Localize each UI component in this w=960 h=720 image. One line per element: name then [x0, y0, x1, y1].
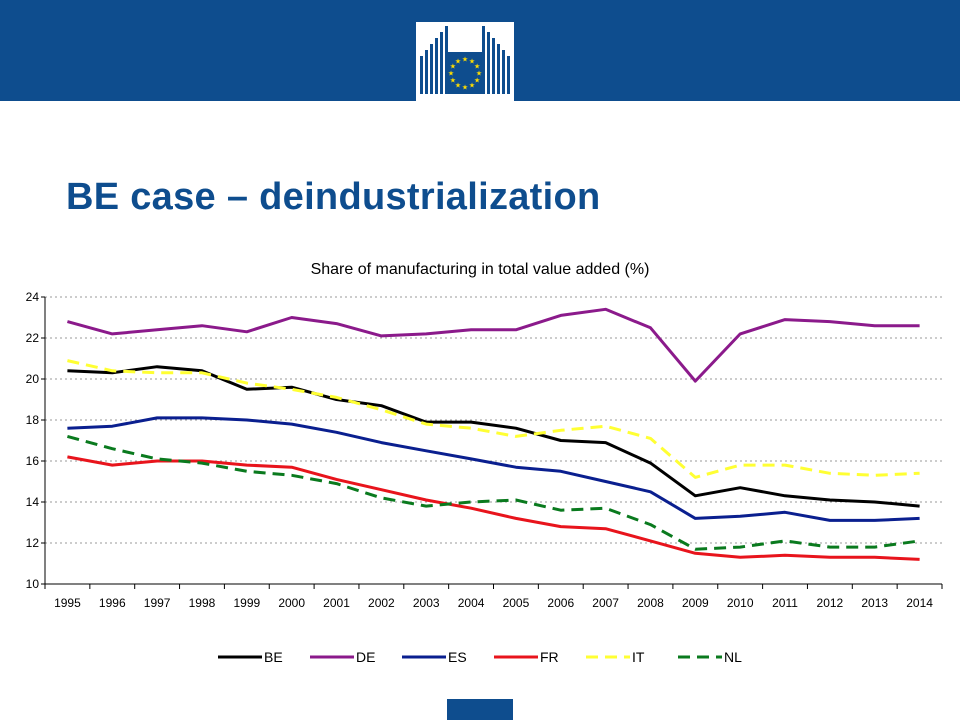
logo-graphic: ★ ★★★★★★★★★★★: [416, 22, 514, 102]
series-lines: [67, 307, 920, 561]
x-tick-label: 2013: [861, 596, 888, 610]
y-tick-label: 10: [26, 577, 40, 591]
eu-star-icon: ★: [469, 57, 475, 65]
eu-stars-icon: ★ ★★★★★★★★★★★: [448, 56, 482, 92]
y-tick-label: 14: [26, 495, 40, 509]
x-tick-label: 2007: [592, 596, 619, 610]
x-tick-label: 2003: [413, 596, 440, 610]
eu-star-icon: ★: [462, 84, 468, 92]
series-line-it: [67, 359, 920, 479]
y-tick-label: 12: [26, 536, 40, 550]
legend-label-fr: FR: [540, 649, 559, 665]
eu-star-icon: ★: [455, 57, 461, 65]
x-tick-label: 2010: [727, 596, 754, 610]
eu-star-icon: ★: [450, 77, 456, 85]
series-line-es: [67, 416, 920, 522]
chart-legend: BE DE ES FR IT NL: [218, 649, 742, 665]
eu-star-icon: ★: [448, 70, 454, 78]
eu-star-icon: ★: [469, 82, 475, 90]
legend-label-nl: NL: [724, 649, 742, 665]
eu-star-icon: ★: [450, 63, 456, 71]
y-tick-label: 16: [26, 454, 40, 468]
slide-title: BE case – deindustrialization: [66, 176, 601, 218]
x-tick-label: 2011: [772, 596, 798, 610]
x-tick-label: 2000: [278, 596, 305, 610]
eu-star-icon: ★: [455, 82, 461, 90]
x-tick-label: 2009: [682, 596, 709, 610]
chart-title: Share of manufacturing in total value ad…: [311, 261, 650, 278]
eu-star-icon: ★: [476, 70, 482, 78]
x-tick-label: 2014: [906, 596, 933, 610]
series-line-nl: [67, 434, 920, 551]
x-tick-label: 2012: [817, 596, 844, 610]
legend-label-es: ES: [448, 649, 467, 665]
x-tick-label: 2006: [547, 596, 574, 610]
y-tick-label: 24: [26, 290, 40, 304]
axes: 10 12 14 16 18 20 22 24 1995 1996 1997 1998 1999 2000…: [26, 290, 943, 610]
legend-label-de: DE: [356, 649, 375, 665]
x-tick-label: 1999: [233, 596, 260, 610]
logo-text-european: European: [422, 106, 462, 116]
x-tick-label: 2005: [503, 596, 530, 610]
x-tick-label: 2004: [458, 596, 485, 610]
x-tick-label: 1995: [54, 596, 81, 610]
line-chart: Share of manufacturing in total value ad…: [0, 250, 960, 680]
series-line-de: [67, 307, 920, 383]
x-tick-label: 1998: [189, 596, 216, 610]
eu-star-icon: ★: [462, 56, 468, 64]
eu-star-icon: ★: [474, 77, 480, 85]
series-line-fr: [67, 455, 920, 561]
x-tick-label: 2002: [368, 596, 395, 610]
x-tick-label: 2001: [323, 596, 350, 610]
y-tick-label: 18: [26, 413, 40, 427]
grid-lines: [45, 296, 942, 544]
x-tick-label: 1996: [99, 596, 126, 610]
european-commission-logo: ★ ★ ★ ★ ★ ★ ★ ★ ★ ★ ★ ★ European Commission: [416, 22, 514, 134]
x-tick-label: 2008: [637, 596, 664, 610]
legend-label-be: BE: [264, 649, 283, 665]
logo-text-commission: Commission: [422, 117, 472, 127]
y-tick-label: 20: [26, 372, 40, 386]
y-tick-label: 22: [26, 331, 40, 345]
legend-label-it: IT: [632, 649, 645, 665]
chart-svg: Share of manufacturing in total value ad…: [26, 261, 943, 665]
eu-star-icon: ★: [474, 63, 480, 71]
footer-brand-block: [447, 699, 513, 720]
x-tick-label: 1997: [144, 596, 171, 610]
series-line-be: [67, 365, 920, 508]
